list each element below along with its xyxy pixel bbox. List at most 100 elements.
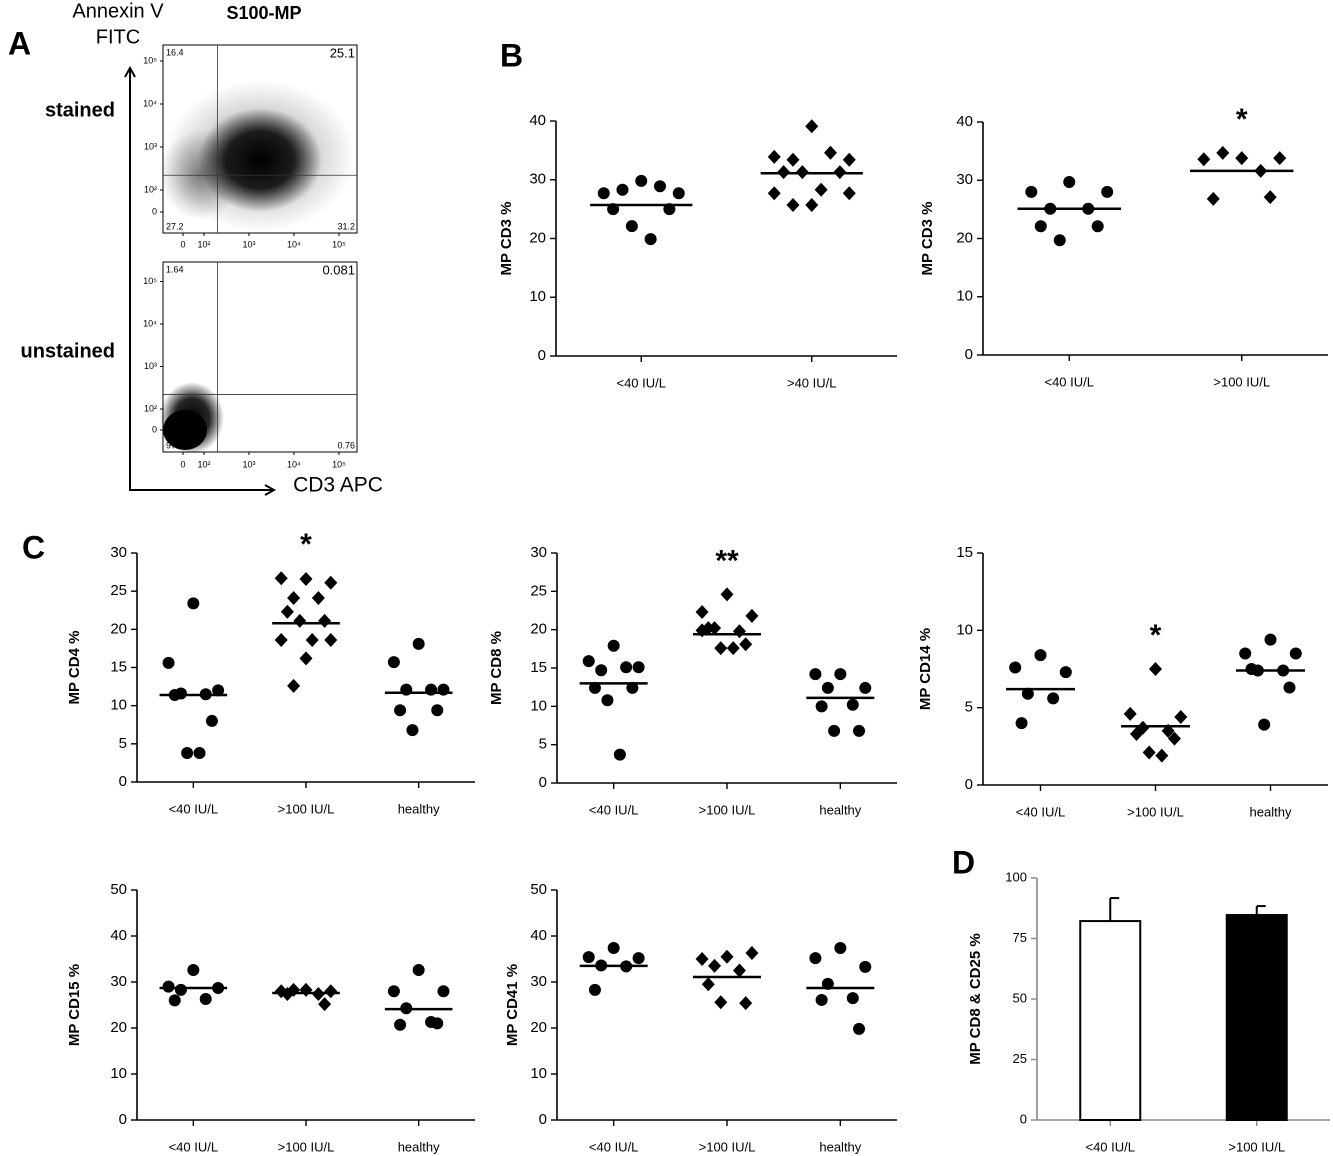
x-tick-label: healthy xyxy=(819,1139,861,1154)
y-tick-label: 10 xyxy=(110,1065,127,1082)
bar xyxy=(1079,920,1142,1121)
circle-point xyxy=(1053,234,1066,247)
y-tick-label: 30 xyxy=(530,973,547,990)
diamond-point xyxy=(1123,706,1137,721)
circle-point xyxy=(846,992,859,1005)
diamond-point xyxy=(1167,731,1181,746)
y-tick-label: 40 xyxy=(530,927,547,944)
y-axis-label: MP CD8 % xyxy=(488,631,505,705)
y-tick-label: 10² xyxy=(144,403,157,413)
circle-point xyxy=(644,233,657,246)
y-tick-label: 40 xyxy=(529,112,546,129)
x-tick-label: <40 IU/L xyxy=(1016,804,1066,819)
y-tick-label: 0 xyxy=(119,773,127,790)
x-tick-label: <40 IU/L xyxy=(1085,1139,1135,1154)
diamond-point xyxy=(318,997,332,1012)
circle-point xyxy=(1047,692,1060,705)
y-tick-label: 10 xyxy=(110,697,127,714)
circle-point xyxy=(431,1017,444,1030)
quadrant-label: 25.1 xyxy=(330,45,355,60)
circle-point xyxy=(162,980,175,993)
x-tick-label: healthy xyxy=(1250,804,1292,819)
row-label: stained xyxy=(45,99,115,121)
circle-point xyxy=(809,952,822,965)
circle-point xyxy=(809,668,822,681)
diamond-point xyxy=(814,182,828,197)
plot-frame xyxy=(162,261,358,453)
x-tick-label: >100 IU/L xyxy=(1127,804,1184,819)
circle-point xyxy=(1239,647,1252,660)
x-tick-label: healthy xyxy=(398,801,440,816)
circle-point xyxy=(394,1018,407,1031)
x-tick-label: >100 IU/L xyxy=(1228,1139,1285,1154)
circle-point xyxy=(406,724,419,737)
y-tick-label: 0 xyxy=(539,1111,547,1128)
circle-point xyxy=(853,1022,866,1035)
diamond-point xyxy=(720,949,734,964)
circle-point xyxy=(632,661,645,674)
x-tick-label: 10² xyxy=(197,239,210,249)
y-tick-label: 50 xyxy=(110,881,127,898)
y-tick-label: 0 xyxy=(119,1111,127,1128)
title: S100-MP xyxy=(226,3,301,23)
x-tick-label: >100 IU/L xyxy=(278,801,335,816)
y-axis-label: MP CD14 % xyxy=(917,628,934,710)
y-tick-label: 40 xyxy=(956,113,973,130)
y-tick-label: 20 xyxy=(110,1019,127,1036)
circle-point xyxy=(613,748,626,761)
diamond-point xyxy=(842,152,856,167)
y-axis-label: MP CD4 % xyxy=(66,631,83,705)
diamond-point xyxy=(720,587,734,602)
diamond-point xyxy=(767,149,781,164)
panel-letter: C xyxy=(22,529,45,565)
diamond-point xyxy=(1130,726,1144,741)
circle-point xyxy=(834,668,847,681)
circle-point xyxy=(672,187,685,200)
y-tick-label: 40 xyxy=(110,927,127,944)
y-tick-label: 15 xyxy=(956,544,973,561)
diamond-point xyxy=(1149,662,1162,676)
y-tick-label: 75 xyxy=(1013,930,1027,945)
y-axis-label: MP CD3 % xyxy=(498,202,515,276)
circle-point xyxy=(654,180,667,193)
y-tick-label: 10² xyxy=(144,184,157,194)
y-axis-label: FITC xyxy=(96,26,140,48)
circle-point xyxy=(846,698,859,711)
y-tick-label: 0 xyxy=(1020,1111,1027,1126)
circle-point xyxy=(162,656,175,669)
panel-letter: B xyxy=(500,37,523,73)
y-tick-label: 20 xyxy=(956,229,973,246)
circle-point xyxy=(387,656,400,669)
circle-point xyxy=(1063,175,1076,188)
circle-point xyxy=(199,993,212,1006)
diamond-point xyxy=(767,186,781,201)
bar xyxy=(1225,914,1288,1121)
diamond-point xyxy=(1206,191,1220,206)
circle-point xyxy=(1258,718,1271,731)
x-tick-label: <40 IU/L xyxy=(169,1139,219,1154)
y-tick-label: 10³ xyxy=(144,141,157,151)
y-tick-label: 25 xyxy=(1013,1051,1027,1066)
diamond-point xyxy=(701,977,715,992)
y-axis-label: MP CD3 % xyxy=(919,202,936,276)
circle-point xyxy=(1283,681,1296,694)
circle-point xyxy=(632,952,645,965)
quadrant-label: 0.76 xyxy=(337,440,355,450)
y-tick-label: 10⁴ xyxy=(143,318,157,328)
x-tick-label: healthy xyxy=(398,1139,440,1154)
circle-point xyxy=(582,655,595,668)
x-tick-label: 0 xyxy=(180,459,185,469)
diamond-point xyxy=(299,571,313,586)
quadrant-label: 1.64 xyxy=(166,264,184,274)
diamond-point xyxy=(1263,190,1277,205)
diamond-point xyxy=(1216,145,1230,160)
x-tick-label: 10⁵ xyxy=(332,239,346,249)
y-tick-label: 20 xyxy=(530,1019,547,1036)
y-tick-label: 0 xyxy=(152,206,157,216)
circle-point xyxy=(620,661,633,674)
circle-point xyxy=(1264,633,1277,646)
y-axis-label: MP CD41 % xyxy=(504,964,521,1046)
y-tick-label: 10⁴ xyxy=(143,98,157,108)
